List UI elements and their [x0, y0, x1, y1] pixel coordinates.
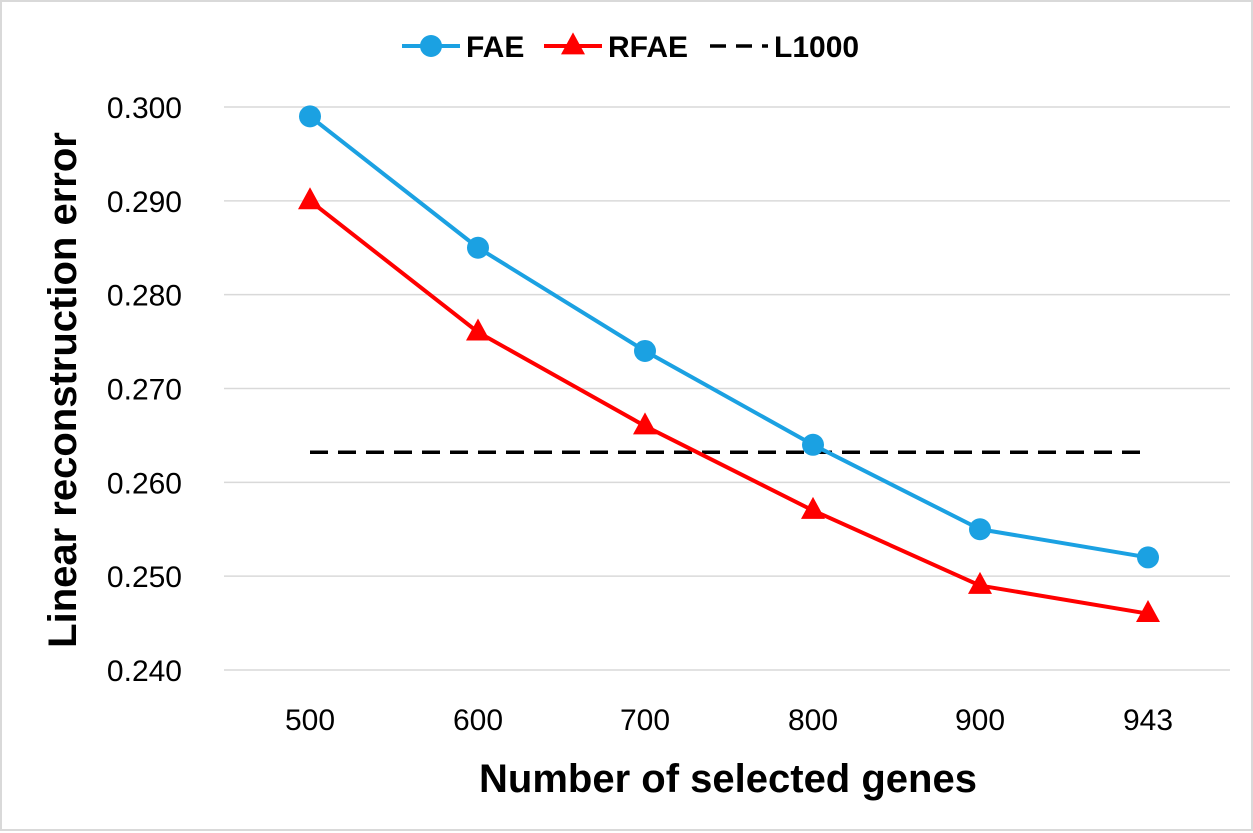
x-tick-label: 943: [1123, 704, 1173, 737]
y-axis-title: Linear reconstruction error: [41, 132, 85, 648]
x-tick-label: 700: [620, 704, 670, 737]
legend-marker: [561, 32, 585, 55]
x-tick-label: 500: [285, 704, 335, 737]
y-tick-label: 0.290: [107, 186, 182, 219]
series-fae: [299, 105, 1159, 569]
data-point: [1136, 600, 1160, 623]
x-tick-label: 600: [453, 704, 503, 737]
data-point: [1137, 546, 1159, 569]
series-rfae: [298, 187, 1160, 623]
data-point: [634, 339, 656, 362]
legend-label: L1000: [774, 31, 859, 64]
data-point: [467, 236, 489, 259]
data-point: [633, 412, 657, 435]
gridlines: [224, 106, 1230, 671]
x-tick-label: 900: [955, 704, 1005, 737]
series-layer: [298, 105, 1160, 623]
data-point: [466, 318, 490, 341]
y-axis-ticks: 0.240 0.250 0.260 0.270 0.280 0.290 0.300: [107, 92, 182, 688]
data-point: [801, 496, 825, 519]
data-point: [802, 433, 824, 456]
y-tick-label: 0.280: [107, 280, 182, 313]
legend-label: FAE: [466, 31, 524, 64]
y-tick-label: 0.240: [107, 655, 182, 688]
series-line-fae: [308, 114, 1149, 560]
data-point: [969, 518, 991, 541]
x-axis-ticks: 500 600 700 800 900 943: [285, 704, 1173, 737]
y-tick-label: 0.250: [107, 561, 182, 594]
y-tick-label: 0.260: [107, 467, 182, 500]
legend-marker: [420, 35, 442, 57]
series-line-rfae: [308, 199, 1149, 616]
data-point: [298, 187, 322, 210]
data-point: [299, 105, 321, 128]
x-tick-label: 800: [788, 704, 838, 737]
y-tick-label: 0.270: [107, 374, 182, 407]
legend: FAE RFAE L1000: [402, 31, 859, 64]
legend-label: RFAE: [608, 31, 688, 64]
legend-item-fae: FAE: [402, 31, 524, 64]
data-point: [968, 571, 992, 594]
legend-item-l1000: L1000: [710, 31, 859, 64]
legend-item-rfae: RFAE: [544, 31, 688, 64]
x-axis-title: Number of selected genes: [479, 757, 977, 801]
y-tick-label: 0.300: [107, 92, 182, 125]
